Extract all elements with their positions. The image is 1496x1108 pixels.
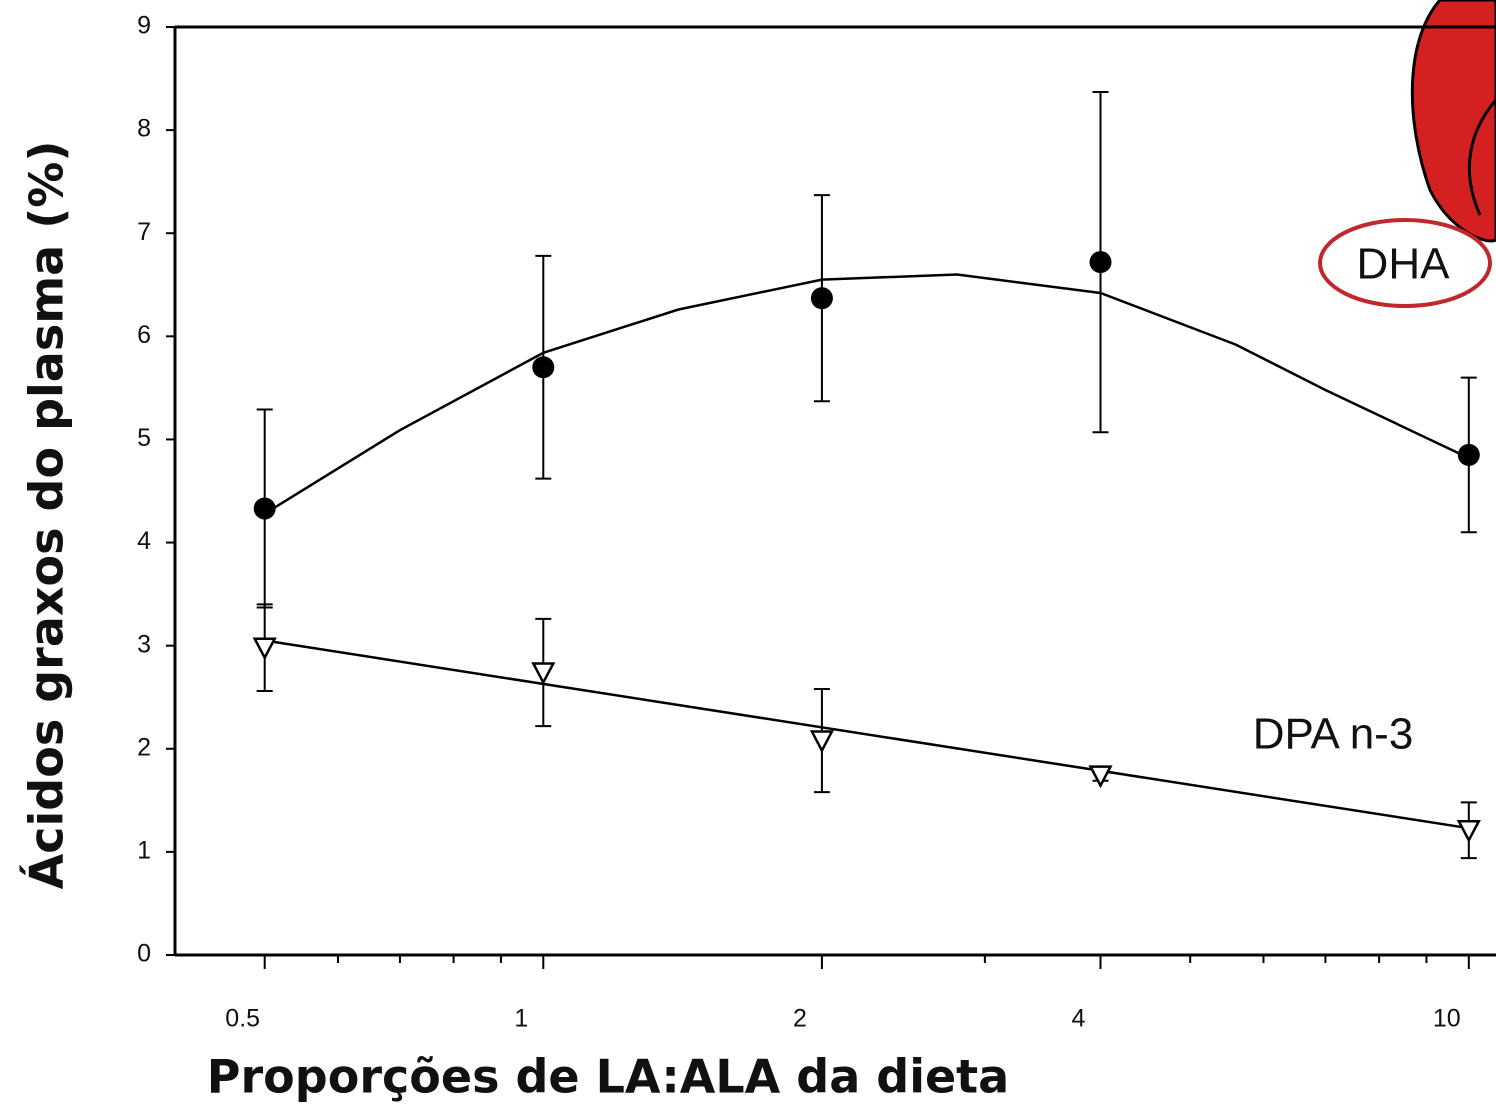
y-tick-label: 7 xyxy=(137,218,151,246)
x-tick-label: 0.5 xyxy=(225,1005,260,1033)
data-point xyxy=(1090,251,1112,273)
data-point xyxy=(1458,444,1480,466)
y-tick-label: 3 xyxy=(137,630,151,658)
data-point xyxy=(255,639,275,658)
page: {"chart_data": { "type": "scatter", "xla… xyxy=(0,0,1496,1108)
y-tick-label: 6 xyxy=(137,321,151,349)
y-tick-label: 2 xyxy=(137,733,151,761)
fit-line xyxy=(265,275,1469,514)
data-point xyxy=(533,663,553,682)
y-tick-label: 9 xyxy=(137,12,151,40)
x-tick-label: 4 xyxy=(1072,1005,1086,1033)
data-point xyxy=(254,498,276,520)
chart: DHA DPA n-3 Proporções de LA:ALA da diet… xyxy=(0,0,1496,1108)
data-point xyxy=(532,356,554,378)
legend-label: DPA n-3 xyxy=(1253,710,1414,759)
legend-label: DHA xyxy=(1357,240,1451,289)
data-point xyxy=(812,732,832,751)
y-tick-label: 5 xyxy=(137,424,151,452)
y-axis-title: Ácidos graxos do plasma (%) xyxy=(20,141,74,890)
y-tick-label: 0 xyxy=(137,940,151,968)
x-axis-title: Proporções de LA:ALA da dieta xyxy=(207,1050,1009,1104)
y-tick-label: 4 xyxy=(137,527,151,555)
data-point xyxy=(1091,767,1111,786)
x-tick-label: 10 xyxy=(1433,1005,1461,1033)
decoration xyxy=(1412,0,1496,241)
y-tick-label: 8 xyxy=(137,115,151,143)
data-point xyxy=(811,287,833,309)
x-tick-label: 1 xyxy=(514,1005,528,1033)
x-tick-label: 2 xyxy=(793,1005,807,1033)
y-tick-label: 1 xyxy=(137,836,151,864)
data-point xyxy=(1459,821,1479,840)
